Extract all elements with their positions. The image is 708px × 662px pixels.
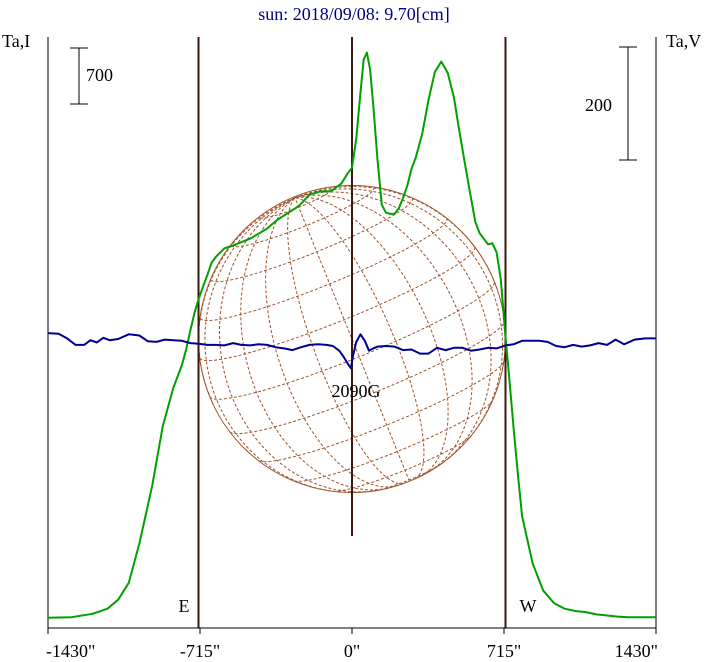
longitude-line (294, 191, 492, 466)
limb-label-e: E (179, 596, 190, 616)
x-ticks: -1430" -715" 0" 715" 1430" (46, 628, 658, 661)
scale-bars: 700 200 (70, 46, 637, 161)
latitude-line (209, 281, 496, 400)
longitude-line (198, 197, 296, 405)
longitude-line (204, 197, 342, 493)
longitude-line (294, 197, 425, 480)
longitude-line (240, 197, 388, 491)
longitude-line (294, 188, 503, 443)
latitude-line (332, 434, 473, 492)
longitude-line (287, 197, 404, 485)
polarization-scale-label: 200 (585, 95, 612, 115)
latitude-line (375, 463, 442, 492)
right-axis-label: Ta,V (666, 31, 701, 51)
x-tick-label: 1430" (615, 641, 658, 661)
left-axis-label: Ta,I (2, 31, 30, 51)
longitude-line (294, 196, 449, 477)
x-tick-label: 0" (344, 641, 360, 661)
chart-title: sun: 2018/09/08: 9.70[cm] (258, 4, 450, 24)
latitude-line (199, 218, 448, 321)
field-strength-annotation: 2090G (332, 381, 381, 401)
longitude-line (265, 197, 399, 488)
solar-disk-grid (198, 185, 506, 493)
latitude-line (293, 400, 493, 482)
x-tick-label: 715" (487, 641, 521, 661)
x-tick-label: -715" (180, 641, 220, 661)
x-tick-label: -1430" (46, 641, 95, 661)
intensity-scale-label: 700 (86, 65, 113, 85)
series-group (47, 51, 656, 619)
latitude-line (199, 246, 476, 362)
intensity-series-line (47, 51, 656, 619)
polarization-series-line (47, 332, 656, 370)
longitude-line (294, 194, 473, 472)
limb-label-w: W (519, 596, 536, 616)
